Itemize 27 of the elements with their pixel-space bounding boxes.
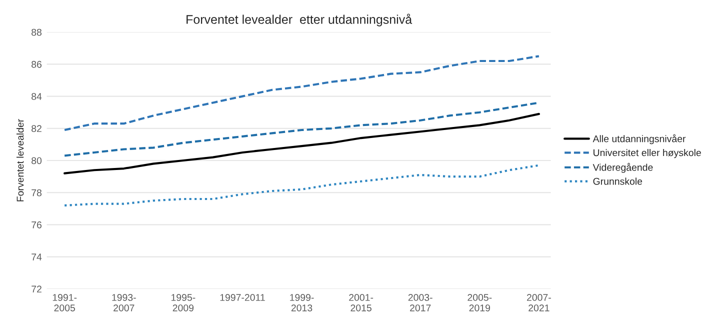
x-tick-label: 2003- 2017 (408, 294, 432, 312)
x-tick-label: 1991- 2005 (52, 294, 77, 312)
x-tick-label: 2001- 2015 (349, 294, 374, 312)
legend-label: Grunnskole (593, 178, 642, 185)
y-tick-label: 88 (32, 28, 42, 36)
y-tick-label: 74 (32, 254, 42, 260)
y-tick-label: 82 (32, 125, 42, 132)
legend-label: Videregående (592, 162, 653, 173)
x-tick-label: 2007- 2021 (527, 294, 551, 312)
y-tick-label: 72 (32, 286, 42, 292)
line-series (64, 164, 540, 206)
x-tick-label: 1993- 2007 (112, 294, 136, 312)
line-series (64, 55, 540, 132)
legend-label: Alle utdanningsnivåer (592, 134, 686, 144)
x-tick-label: 1997-2011 (220, 294, 265, 301)
x-tick-label: 1999- 2013 (290, 294, 314, 312)
legend-label: Universitet eller høyskole (594, 149, 701, 158)
x-tick-label: 1995- 2009 (171, 294, 196, 312)
y-tick-label: 76 (32, 221, 42, 228)
y-tick-label: 78 (32, 189, 42, 196)
line-series (64, 112, 540, 174)
y-tick-label: 86 (32, 60, 42, 68)
y-tick-label: 84 (32, 93, 42, 100)
chart-title: Forventet levealder etter utdanningsnivå (186, 14, 412, 26)
y-axis-title: Forventet levealder (16, 119, 24, 202)
x-tick-label: 2005- 2019 (468, 294, 492, 312)
y-tick-label: 80 (32, 157, 42, 164)
